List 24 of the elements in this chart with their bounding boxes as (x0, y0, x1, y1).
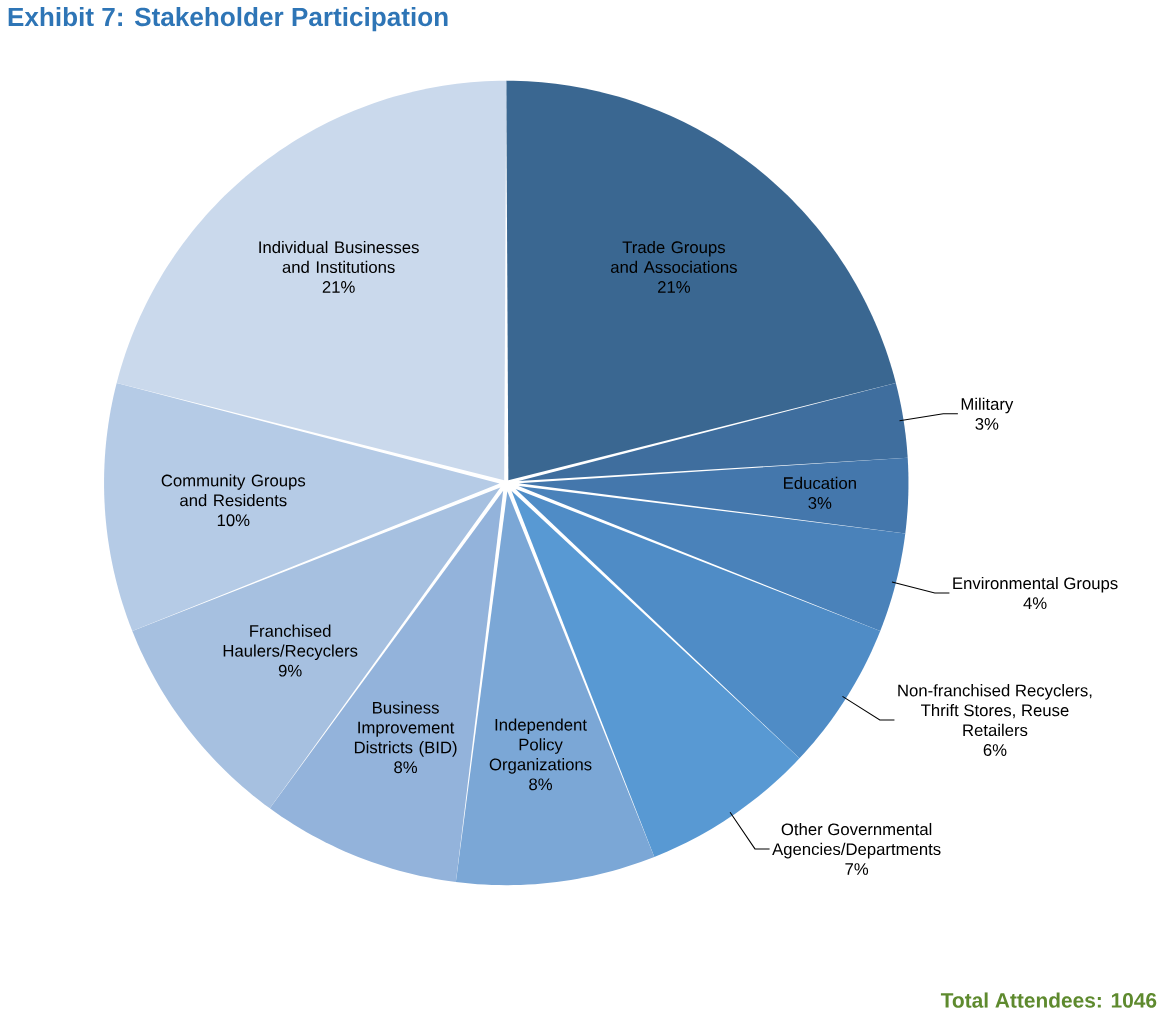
slice-label: Individual Businesses and Institutions (259, 241, 419, 274)
slice-label: Environmental Groups (953, 577, 1118, 593)
slice-label: Other Governmental Agencies/Departments (772, 823, 941, 859)
slice-label: Franchised Haulers/Recyclers (223, 624, 358, 661)
slice-label: Non-franchised Recyclers, Thrift Stores, Reuse Retailers (898, 684, 1092, 737)
slice-label: Business Improvement Districts (BID) (354, 701, 457, 757)
slice-label: Trade Groups and Associations (610, 241, 737, 274)
slice-label: Community Groups and Residents (161, 474, 306, 507)
slice-label: Military (961, 397, 1014, 414)
slice-label: Education (784, 476, 856, 490)
text: Total Attendees: 1046 (940, 992, 1157, 1008)
data-label: 8% (394, 761, 418, 774)
data-label: 8% (529, 778, 553, 791)
data-label: 21% (322, 281, 355, 293)
slice-label: Independent Policy Organizations (489, 718, 592, 774)
data-label: 7% (845, 863, 869, 875)
data-label: 4% (1023, 597, 1047, 610)
data-label: 3% (975, 418, 999, 430)
data-label: 21% (658, 281, 691, 293)
data-label: 6% (983, 744, 1007, 757)
data-label: 10% (217, 514, 250, 527)
chart-title: Exhibit 7: Stakeholder Participation (8, 7, 448, 32)
data-label: 9% (278, 664, 302, 677)
data-label: 3% (808, 497, 832, 510)
